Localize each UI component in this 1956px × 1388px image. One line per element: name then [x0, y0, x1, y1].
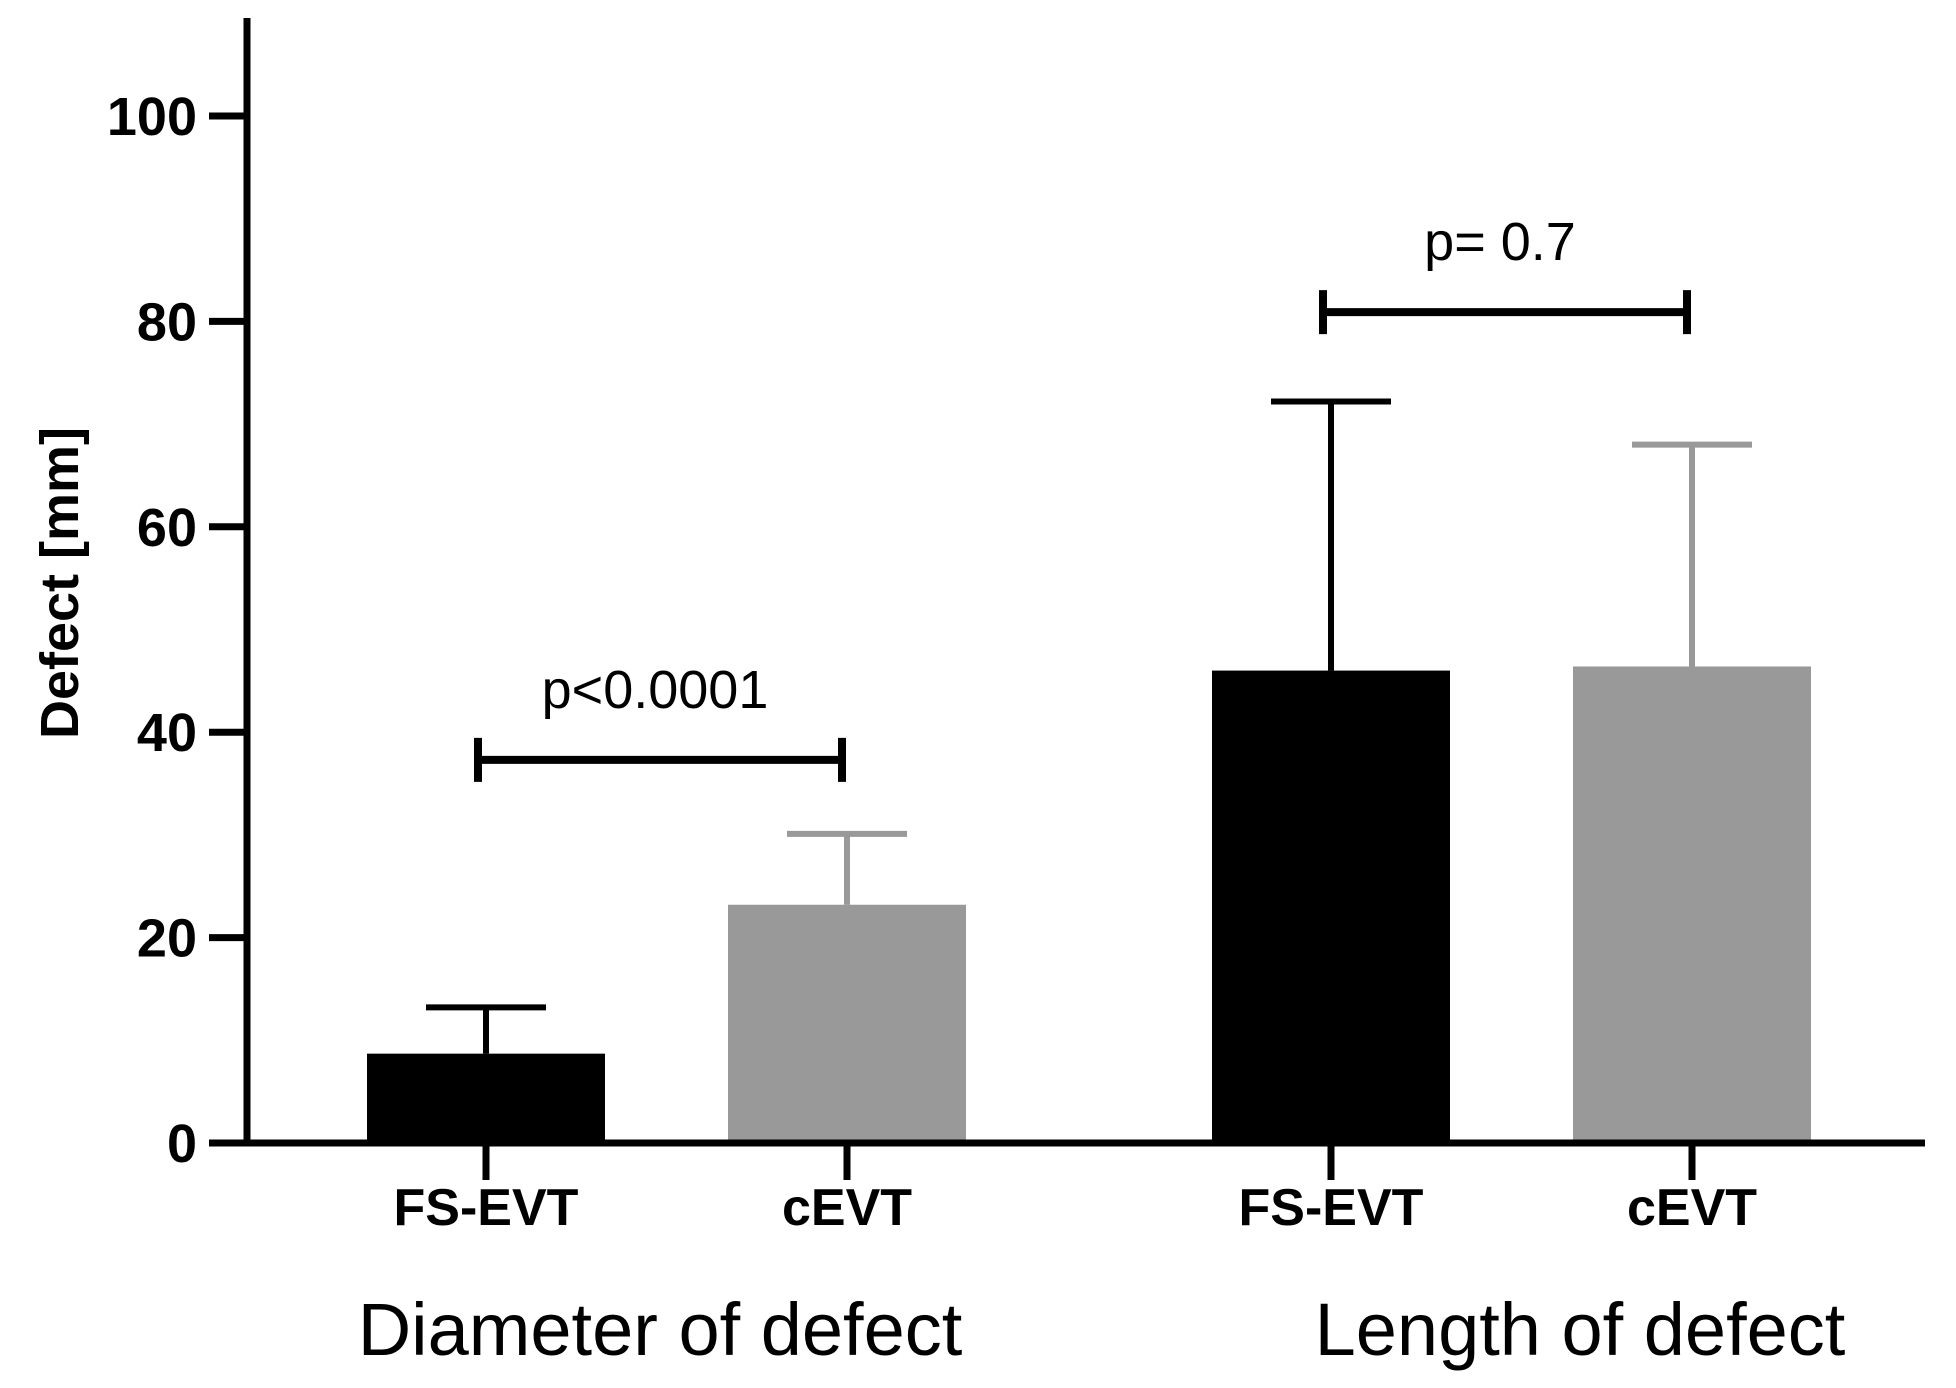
group-label-1: Diameter of defect — [358, 1288, 963, 1371]
y-axis-title: Defect [mm] — [30, 427, 90, 739]
x-category-labels: FS-EVT cEVT Diameter of defect FS-EVT cEVT Le… — [358, 1179, 1846, 1371]
group-2-cevt-label: cEVT — [1627, 1179, 1757, 1237]
y-tick-label-80: 80 — [137, 292, 197, 352]
group-1-fs-evt-bar — [367, 1053, 605, 1143]
y-ticks: 0 20 40 60 80 100 — [107, 87, 247, 1174]
group-2-cevt-bar — [1573, 666, 1811, 1143]
y-tick-label-40: 40 — [137, 703, 197, 763]
group-1-fs-evt-label: FS-EVT — [394, 1179, 579, 1237]
bars-layer — [367, 398, 1811, 1180]
group-1-cevt-bar — [728, 904, 966, 1143]
group-1-cevt-label: cEVT — [782, 1179, 912, 1237]
axes-layer — [243, 18, 1925, 1147]
y-tick-label-20: 20 — [137, 909, 197, 969]
group-label-2: Length of defect — [1315, 1288, 1846, 1371]
y-tick-label-0: 0 — [167, 1114, 197, 1174]
y-tick-label-60: 60 — [137, 498, 197, 558]
significance-brackets: p<0.0001 p= 0.7 — [474, 212, 1691, 782]
p-value-label-1: p<0.0001 — [542, 660, 769, 720]
group-2-fs-evt-label: FS-EVT — [1239, 1179, 1424, 1237]
p-value-label-2: p= 0.7 — [1424, 212, 1576, 272]
y-tick-label-100: 100 — [107, 87, 197, 147]
group-2-fs-evt-bar — [1212, 670, 1450, 1143]
